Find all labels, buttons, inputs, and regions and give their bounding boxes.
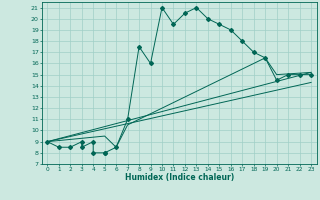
X-axis label: Humidex (Indice chaleur): Humidex (Indice chaleur) [124, 173, 234, 182]
